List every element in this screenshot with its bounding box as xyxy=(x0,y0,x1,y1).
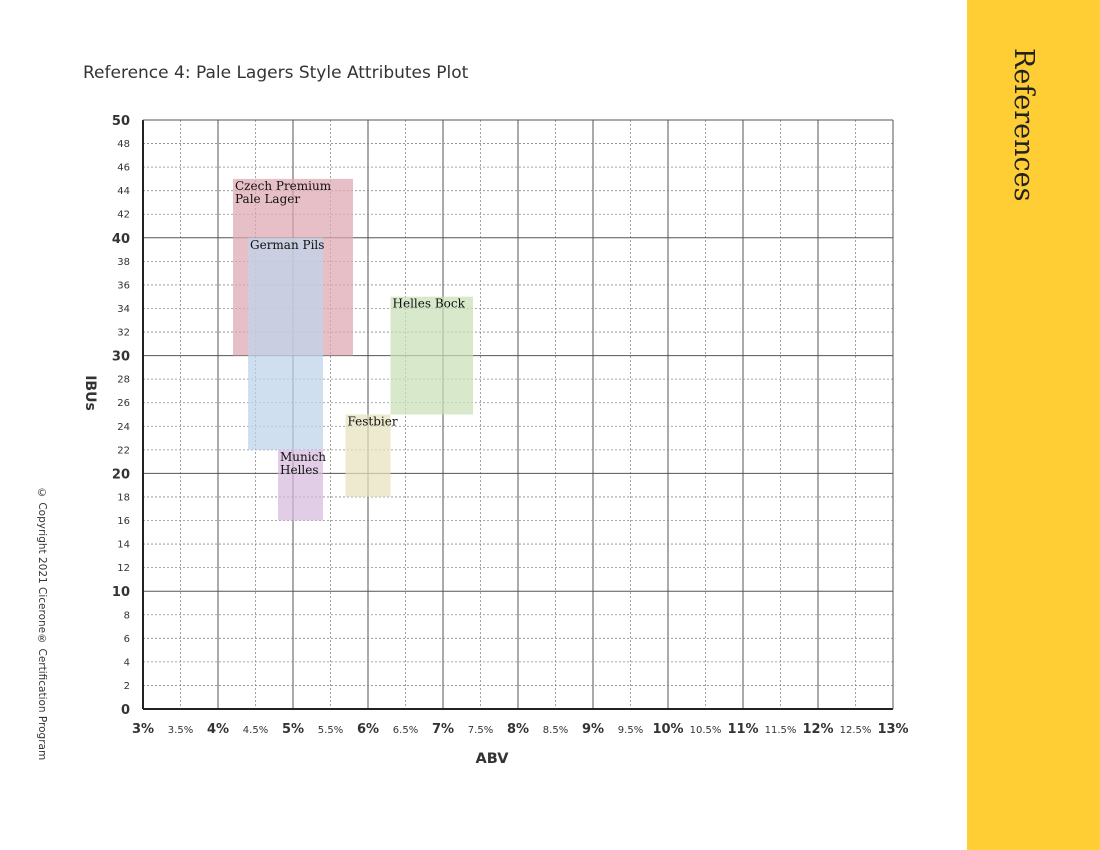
y-tick-label: 30 xyxy=(112,350,130,365)
range-label: Helles Bock xyxy=(393,297,466,311)
y-tick-label: 6 xyxy=(124,634,130,645)
range-label: Munich Helles xyxy=(280,450,326,477)
y-tick-label: 14 xyxy=(117,540,130,551)
y-tick-label: 44 xyxy=(117,186,130,197)
x-tick-label: 8.5% xyxy=(543,725,568,736)
y-tick-label: 16 xyxy=(117,516,130,527)
y-tick-label: 10 xyxy=(112,585,130,600)
y-tick-label: 26 xyxy=(117,398,130,409)
x-tick-label: 6.5% xyxy=(393,725,418,736)
axis-layer xyxy=(142,119,894,710)
x-tick-label: 10% xyxy=(652,722,683,737)
y-tick-label: 28 xyxy=(117,375,130,386)
y-tick-label: 40 xyxy=(112,232,130,247)
range-box-festbier xyxy=(345,414,391,497)
range-label: German Pils xyxy=(250,238,324,252)
x-tick-label: 3% xyxy=(132,722,154,737)
x-tick-label: 5.5% xyxy=(318,725,343,736)
y-tick-label: 12 xyxy=(117,563,130,574)
range-box-german-pils xyxy=(248,237,323,450)
x-tick-label: 3.5% xyxy=(168,725,193,736)
x-tick-label: 8% xyxy=(507,722,529,737)
y-tick-label: 36 xyxy=(117,280,130,291)
copyright-notice: © Copyright 2021 Cicerone® Certification… xyxy=(36,487,48,761)
x-tick-label: 9% xyxy=(582,722,604,737)
y-axis-title: IBUs xyxy=(82,375,98,411)
sidebar-label: References xyxy=(1008,48,1039,202)
x-tick-label: 5% xyxy=(282,722,304,737)
range-box-helles-bock xyxy=(390,296,473,415)
chart-title: Reference 4: Pale Lagers Style Attribute… xyxy=(83,63,469,83)
chart-svg: Czech Premium Pale Lager German Pils Helles… xyxy=(82,114,909,767)
x-tick-label: 11.5% xyxy=(765,725,797,736)
x-tick-label: 4% xyxy=(207,722,229,737)
y-tick-label: 46 xyxy=(117,163,130,174)
x-tick-label: 6% xyxy=(357,722,379,737)
y-tick-label: 0 xyxy=(121,703,130,718)
y-tick-label: 42 xyxy=(117,210,130,221)
references-sidebar xyxy=(967,0,1100,850)
y-tick-label: 4 xyxy=(124,657,130,668)
y-tick-label: 2 xyxy=(124,681,130,692)
x-tick-label: 11% xyxy=(727,722,758,737)
tick-label-layer: 3% 3.5% 4% 4.5% 5% 5.5% 6% 6.5% 7% 7.5% 8% 8.5% 9% 9.… xyxy=(112,114,909,737)
y-tick-label: 22 xyxy=(117,445,130,456)
x-tick-label: 7.5% xyxy=(468,725,493,736)
range-label-layer: Czech Premium Pale Lager German Pils Helles… xyxy=(235,179,466,477)
y-tick-label: 50 xyxy=(112,114,130,129)
x-tick-label: 13% xyxy=(877,722,908,737)
range-box-munich-helles xyxy=(278,449,323,521)
x-tick-label: 12% xyxy=(802,722,833,737)
y-tick-label: 20 xyxy=(112,467,130,482)
y-tick-label: 38 xyxy=(117,257,130,268)
y-tick-label: 8 xyxy=(124,610,130,621)
x-tick-label: 4.5% xyxy=(243,725,268,736)
y-tick-label: 34 xyxy=(117,304,130,315)
y-tick-label: 24 xyxy=(117,422,130,433)
x-tick-label: 7% xyxy=(432,722,454,737)
range-layer xyxy=(233,178,473,521)
x-tick-label: 9.5% xyxy=(618,725,643,736)
x-tick-label: 12.5% xyxy=(840,725,872,736)
y-tick-label: 32 xyxy=(117,328,130,339)
x-axis-title: ABV xyxy=(476,751,510,767)
x-tick-label: 10.5% xyxy=(690,725,722,736)
range-label: Czech Premium Pale Lager xyxy=(235,179,332,206)
y-tick-label: 48 xyxy=(117,139,130,150)
y-tick-label: 18 xyxy=(117,492,130,503)
range-label: Festbier xyxy=(348,415,398,429)
